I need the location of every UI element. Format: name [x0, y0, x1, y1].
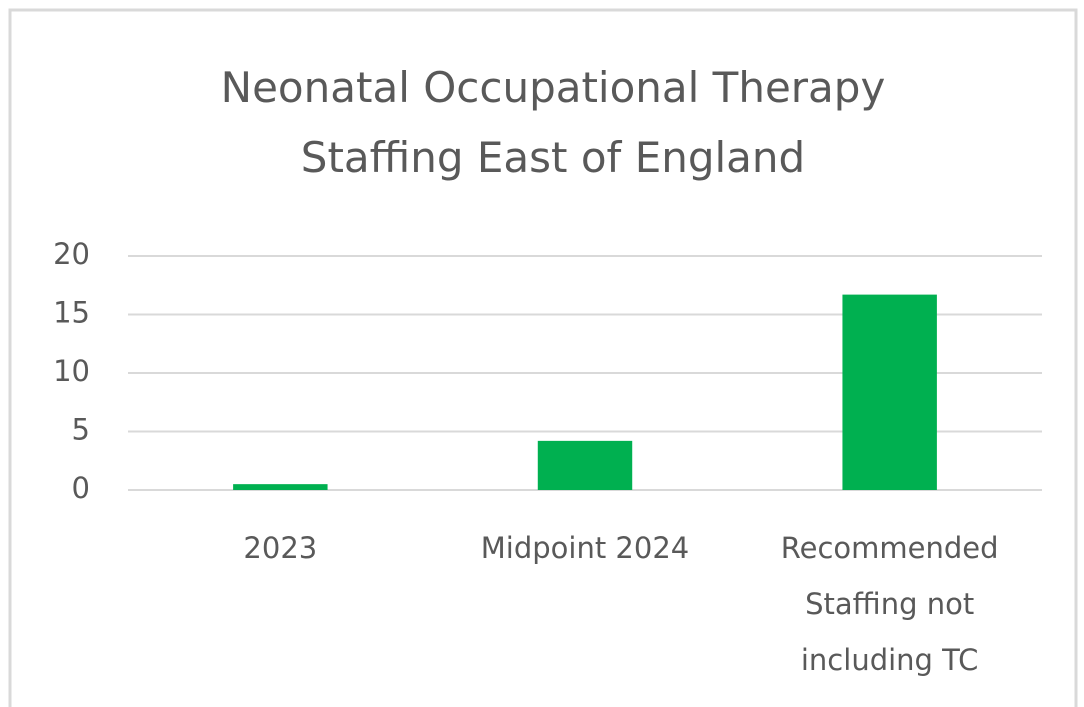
y-tick-label: 10	[53, 354, 90, 388]
x-tick-label: 2023	[243, 531, 317, 565]
bar	[537, 440, 633, 490]
y-tick-label: 0	[72, 471, 90, 505]
x-tick-label: Midpoint 2024	[481, 531, 689, 565]
y-tick-label: 5	[72, 413, 90, 447]
x-tick-label: Recommended Staffing not including TC	[781, 531, 999, 677]
bar	[233, 484, 328, 490]
y-tick-label: 20	[53, 237, 90, 271]
chart-title: Neonatal Occupational Therapy Staffing Ea…	[221, 63, 886, 182]
bar	[842, 294, 937, 490]
y-tick-label: 15	[53, 296, 90, 330]
